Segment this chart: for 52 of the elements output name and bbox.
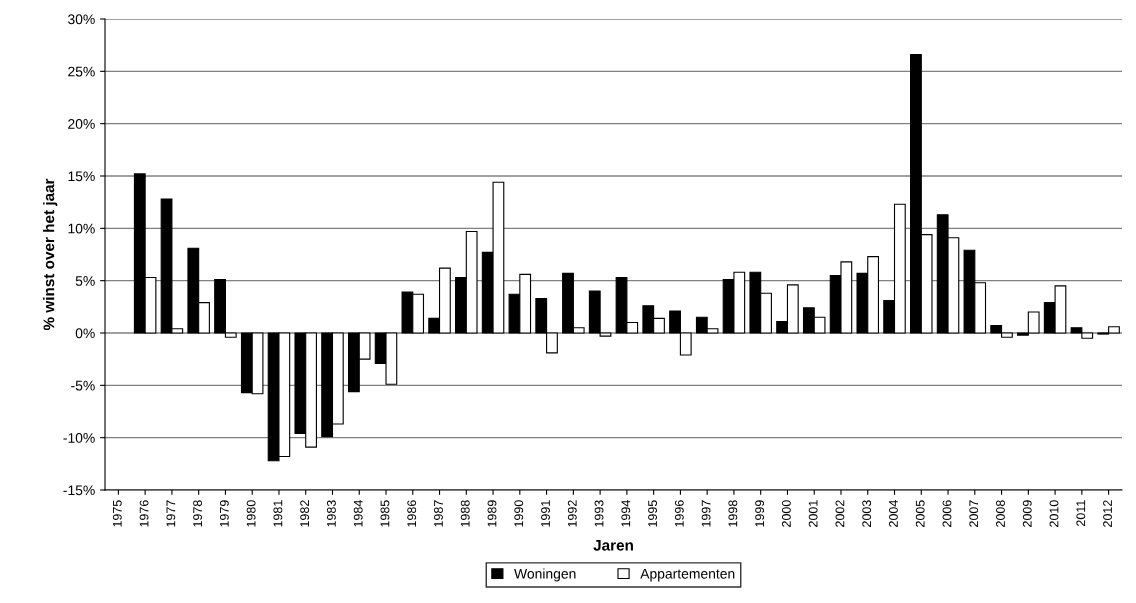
x-tick-label: 1992 (567, 500, 577, 527)
legend-label: Appartementen (640, 568, 735, 582)
x-tick-label: 1988 (460, 500, 470, 527)
x-tick-label: 2004 (889, 500, 898, 527)
x-tick-label: 1979 (219, 500, 229, 527)
x-tick-label: 1981 (273, 500, 283, 527)
x-tick-label: 1976 (139, 500, 149, 527)
y-tick-label: 5% (75, 276, 95, 286)
x-tick-label: 1999 (755, 500, 765, 527)
x-tick-label: 2000 (781, 500, 791, 527)
x-tick-label: 1990 (514, 500, 524, 527)
x-tick-label: 1997 (701, 500, 711, 527)
x-tick-label: 1995 (648, 500, 657, 527)
y-axis-title: % winst over het jaar (43, 178, 58, 331)
x-tick-label: 2005 (915, 500, 925, 527)
x-tick-label: 1991 (541, 500, 550, 527)
x-tick-label: 2003 (862, 500, 872, 527)
y-tick-label: -5% (71, 380, 95, 391)
x-tick-label: 1985 (380, 500, 390, 527)
y-tick-label: 30% (68, 14, 95, 25)
x-tick-label: 2002 (835, 500, 845, 527)
x-tick-label: 2010 (1049, 500, 1059, 527)
x-tick-label: 1986 (407, 500, 417, 527)
x-tick-label: 2006 (942, 500, 952, 527)
y-tick-label: -10% (63, 433, 95, 443)
x-tick-label: 1983 (326, 500, 336, 527)
y-tick-label: 20% (68, 119, 95, 129)
x-tick-label: 2009 (1022, 500, 1032, 527)
y-tick-label: 15% (68, 171, 95, 182)
y-tick-label: -15% (63, 485, 95, 496)
y-tick-label: 0% (75, 328, 95, 339)
x-tick-label: 1996 (674, 500, 684, 527)
x-tick-label: 1978 (193, 500, 203, 527)
x-tick-label: 1993 (594, 500, 604, 527)
x-tick-label: 1987 (434, 500, 443, 527)
x-tick-label: 1989 (487, 500, 497, 527)
x-tick-label: 1980 (246, 500, 256, 527)
y-tick-label: 10% (68, 223, 95, 234)
x-tick-label: 1984 (353, 500, 363, 527)
x-tick-label: 1994 (621, 500, 631, 527)
x-tick-label: 2007 (969, 500, 979, 527)
x-tick-label: 2012 (1103, 500, 1112, 527)
x-tick-label: 1977 (166, 500, 176, 527)
x-axis-title: Jaren (593, 540, 633, 551)
x-tick-label: 1982 (300, 500, 310, 527)
x-tick-label: 1975 (112, 500, 122, 527)
x-tick-label: 2008 (996, 500, 1005, 527)
x-tick-label: 1998 (728, 500, 738, 527)
y-tick-label: 25% (68, 66, 95, 77)
x-tick-label: 2001 (808, 500, 818, 527)
legend-label: Woningen (514, 568, 576, 582)
x-tick-label: 2011 (1076, 500, 1086, 526)
